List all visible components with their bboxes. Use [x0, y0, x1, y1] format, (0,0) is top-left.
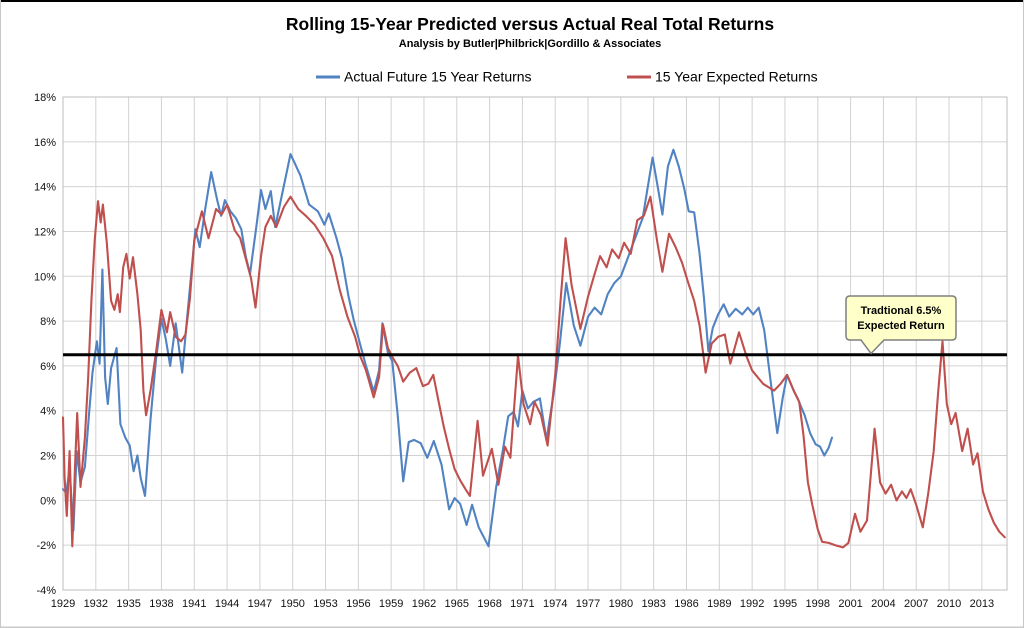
svg-text:1977: 1977 — [576, 598, 600, 610]
svg-text:1971: 1971 — [510, 598, 534, 610]
svg-text:1953: 1953 — [313, 598, 337, 610]
callout-bubble — [845, 295, 957, 355]
svg-text:1968: 1968 — [477, 598, 501, 610]
svg-text:2010: 2010 — [937, 598, 961, 610]
svg-text:10%: 10% — [34, 271, 56, 283]
svg-text:-2%: -2% — [36, 540, 56, 552]
chart-subtitle: Analysis by Butler|Philbrick|Gordillo & … — [399, 38, 662, 50]
svg-text:2007: 2007 — [904, 598, 928, 610]
svg-text:2013: 2013 — [970, 598, 994, 610]
svg-text:2001: 2001 — [838, 598, 862, 610]
svg-text:1992: 1992 — [740, 598, 764, 610]
svg-text:1929: 1929 — [51, 598, 75, 610]
callout-text-line2: Expected Return — [857, 320, 945, 332]
svg-text:2004: 2004 — [871, 598, 895, 610]
legend: Actual Future 15 Year Returns 15 Year Ex… — [316, 69, 818, 85]
frame-bottom-edge — [0, 626, 1024, 628]
svg-text:1941: 1941 — [182, 598, 206, 610]
svg-text:4%: 4% — [40, 406, 56, 418]
axis-tick-labels: 18% 16% 14% 12% 10% 8% 6% 4% 2% 0% -2% -4%1929 1932 1… — [34, 92, 994, 610]
svg-text:1944: 1944 — [215, 598, 239, 610]
callout: Tradtional 6.5% Expected Return — [845, 295, 957, 355]
svg-text:1983: 1983 — [641, 598, 665, 610]
svg-text:1935: 1935 — [116, 598, 140, 610]
svg-text:1947: 1947 — [248, 598, 272, 610]
svg-text:0%: 0% — [40, 495, 56, 507]
svg-text:8%: 8% — [40, 316, 56, 328]
chart-title: Rolling 15-Year Predicted versus Actual … — [286, 14, 774, 34]
svg-text:6%: 6% — [40, 361, 56, 373]
svg-text:18%: 18% — [34, 92, 56, 104]
svg-text:1980: 1980 — [609, 598, 633, 610]
svg-text:2%: 2% — [40, 451, 56, 463]
legend-label-expected-returns: 15 Year Expected Returns — [655, 69, 818, 85]
svg-text:1998: 1998 — [806, 598, 830, 610]
svg-text:1974: 1974 — [543, 598, 567, 610]
callout-text-line1: Tradtional 6.5% — [861, 305, 942, 317]
svg-text:1959: 1959 — [379, 598, 403, 610]
svg-text:1950: 1950 — [280, 598, 304, 610]
svg-text:1986: 1986 — [674, 598, 698, 610]
svg-text:14%: 14% — [34, 182, 56, 194]
chart-series — [61, 148, 1006, 549]
expected-returns-line — [61, 195, 1006, 549]
svg-text:1989: 1989 — [707, 598, 731, 610]
svg-text:1995: 1995 — [773, 598, 797, 610]
svg-text:1938: 1938 — [149, 598, 173, 610]
actual-returns-line — [61, 148, 834, 548]
frame-left-edge — [0, 0, 1, 628]
svg-text:-4%: -4% — [36, 585, 56, 597]
legend-label-actual-returns: Actual Future 15 Year Returns — [344, 69, 532, 85]
svg-text:1962: 1962 — [412, 598, 436, 610]
frame-top-edge — [0, 0, 1024, 2]
svg-text:1965: 1965 — [445, 598, 469, 610]
svg-text:16%: 16% — [34, 137, 56, 149]
svg-text:1956: 1956 — [346, 598, 370, 610]
svg-text:12%: 12% — [34, 226, 56, 238]
svg-text:1932: 1932 — [84, 598, 108, 610]
